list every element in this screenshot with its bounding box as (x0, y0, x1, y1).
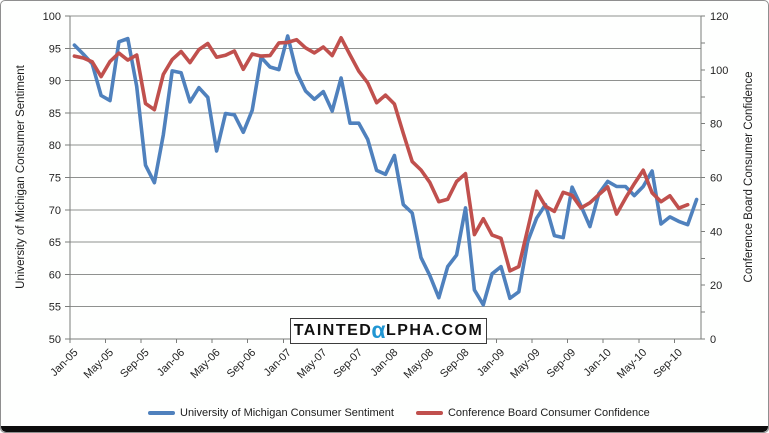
x-tick-label: Jan-06 (155, 347, 187, 379)
x-tick-label: Jan-07 (262, 347, 294, 379)
y-right-tick-label: 80 (710, 119, 722, 131)
legend: University of Michigan Consumer Sentimen… (148, 404, 650, 421)
bottom-bar (1, 426, 768, 432)
series-line-conference-board (72, 35, 690, 273)
x-tick-label: Sep-09 (545, 347, 579, 381)
y-left-tick-label: 75 (49, 173, 61, 185)
x-tick-label: Jan-10 (582, 347, 614, 379)
y-right-tick-label: 20 (710, 280, 722, 292)
x-tick-label: May-08 (402, 347, 436, 381)
x-tick-label: Sep-06 (225, 347, 259, 381)
y-left-tick-label: 100 (43, 11, 61, 23)
x-tick-label: May-06 (188, 347, 222, 381)
y-left-tick-label: 95 (49, 43, 61, 55)
x-tick-label: May-05 (82, 347, 116, 381)
y-left-tick-label: 55 (49, 302, 61, 314)
x-tick-label: May-09 (508, 347, 542, 381)
x-tick-label: Sep-08 (438, 347, 472, 381)
x-tick-label: Jan-05 (48, 347, 80, 379)
legend-item-umich-sentiment: University of Michigan Consumer Sentimen… (148, 407, 394, 419)
y-right-tick-label: 40 (710, 226, 722, 238)
y-right-tick-label: 0 (710, 334, 716, 346)
y-left-tick-label: 60 (49, 269, 61, 281)
legend-label-conference-board: Conference Board Consumer Confidence (447, 406, 650, 419)
y-right-tick-label: 60 (710, 173, 722, 185)
x-tick-label: Jan-09 (475, 347, 507, 379)
y-right-tick-label: 120 (710, 11, 728, 23)
legend-item-conference-board: Conference Board Consumer Confidence (415, 406, 650, 419)
x-tick-label: Sep-05 (118, 347, 152, 381)
y-left-tick-label: 50 (49, 334, 61, 346)
legend-label-umich: University of Michigan Consumer Sentimen… (180, 406, 394, 419)
y-left-tick-label: 65 (49, 237, 61, 249)
x-tick-label: May-10 (615, 347, 649, 381)
legend-line-marker-umich (148, 410, 175, 415)
watermark-alpha-icon: α (371, 316, 387, 343)
left-axis-title: University of Michigan Consumer Sentimen… (15, 65, 27, 289)
y-left-tick-label: 80 (49, 140, 61, 152)
watermark-text-post: lpha.com (385, 322, 484, 339)
y-left-tick-label: 90 (49, 76, 61, 88)
x-tick-label: Sep-07 (331, 347, 365, 381)
y-left-tick-label: 85 (49, 108, 61, 120)
y-right-tick-label: 100 (710, 65, 728, 77)
legend-line-marker-conference-board (415, 410, 443, 415)
watermark: Tainted α lpha.com (290, 318, 487, 344)
y-left-tick-label: 70 (49, 205, 61, 217)
x-tick-label: May-07 (295, 347, 329, 381)
series-line-umich (72, 34, 699, 307)
x-tick-label: Jan-08 (368, 347, 400, 379)
right-axis-title: Conference Board Consumer Confidence (743, 71, 755, 283)
watermark-text-pre: Tainted (293, 322, 373, 339)
x-tick-label: Sep-10 (651, 347, 685, 381)
